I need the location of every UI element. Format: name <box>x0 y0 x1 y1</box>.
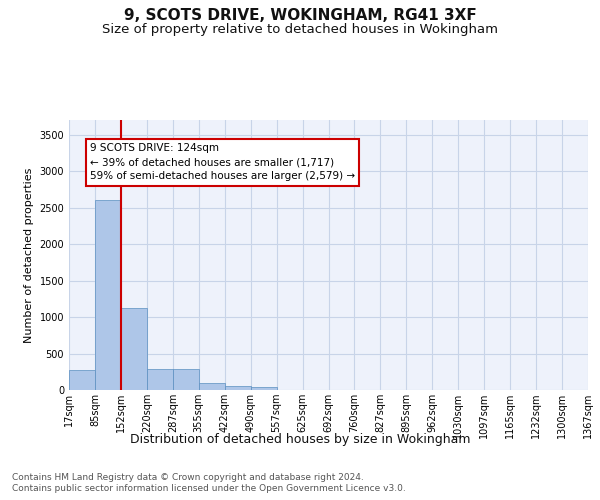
Text: Contains public sector information licensed under the Open Government Licence v3: Contains public sector information licen… <box>12 484 406 493</box>
Text: Size of property relative to detached houses in Wokingham: Size of property relative to detached ho… <box>102 22 498 36</box>
Bar <box>121 308 147 390</box>
Bar <box>251 387 277 390</box>
Y-axis label: Number of detached properties: Number of detached properties <box>24 168 34 342</box>
Text: 9 SCOTS DRIVE: 124sqm
← 39% of detached houses are smaller (1,717)
59% of semi-d: 9 SCOTS DRIVE: 124sqm ← 39% of detached … <box>90 144 355 182</box>
Text: Distribution of detached houses by size in Wokingham: Distribution of detached houses by size … <box>130 432 470 446</box>
Bar <box>147 369 173 390</box>
Text: Contains HM Land Registry data © Crown copyright and database right 2024.: Contains HM Land Registry data © Crown c… <box>12 472 364 482</box>
Bar <box>69 370 95 390</box>
Bar <box>199 383 224 390</box>
Bar <box>173 369 199 390</box>
Text: 9, SCOTS DRIVE, WOKINGHAM, RG41 3XF: 9, SCOTS DRIVE, WOKINGHAM, RG41 3XF <box>124 8 476 22</box>
Bar <box>95 200 121 390</box>
Bar <box>225 386 251 390</box>
